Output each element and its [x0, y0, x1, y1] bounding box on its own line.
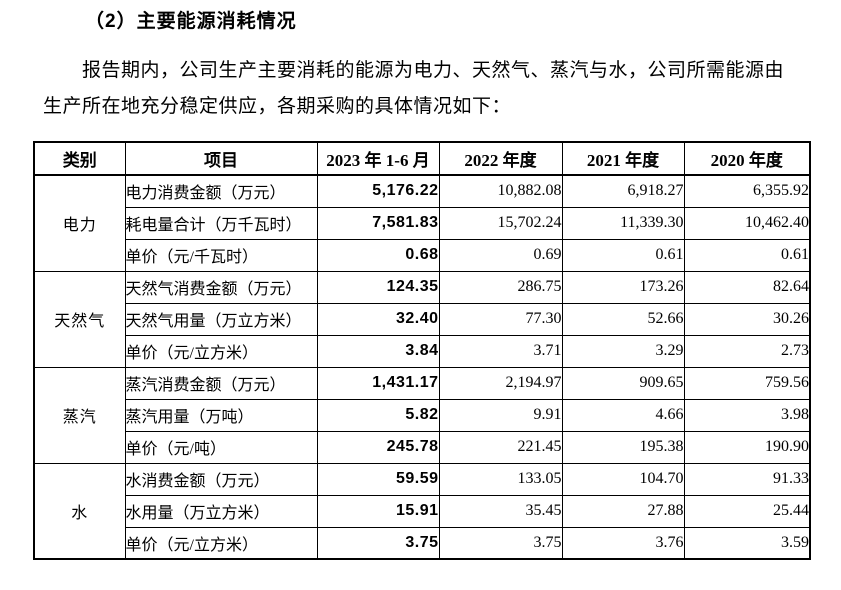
value-2020: 6,355.92	[683, 174, 811, 208]
value-2022: 2,194.97	[438, 366, 563, 400]
value-2020: 10,462.40	[683, 206, 811, 240]
value-2021: 4.66	[561, 398, 685, 432]
table-row: 电力 电力消费金额（万元） 5,176.22 10,882.08 6,918.2…	[33, 174, 811, 272]
value-2022: 286.75	[438, 270, 563, 304]
value-2021: 195.38	[561, 430, 685, 464]
value-2020: 82.64	[683, 270, 811, 304]
value-2020: 3.59	[683, 526, 811, 560]
paragraph-line-1: 报告期内，公司生产主要消耗的能源为电力、天然气、蒸汽与水，公司所需能源由	[82, 60, 785, 81]
value-2023: 0.68	[316, 238, 440, 272]
col-header-2023h1: 2023 年 1-6 月	[316, 141, 440, 176]
item-label: 蒸汽用量（万吨）	[124, 398, 318, 432]
value-2022: 9.91	[438, 398, 563, 432]
value-2021: 11,339.30	[561, 206, 685, 240]
value-2021: 173.26	[561, 270, 685, 304]
value-2023: 7,581.83	[316, 206, 440, 240]
value-2020: 3.98	[683, 398, 811, 432]
value-2023: 5.82	[316, 398, 440, 432]
item-label: 单价（元/千瓦时）	[124, 238, 318, 272]
col-header-2020: 2020 年度	[683, 141, 811, 176]
value-2020: 91.33	[683, 462, 811, 496]
value-2022: 77.30	[438, 302, 563, 336]
table-row: 单价（元/立方米） 3.84 3.71 3.29 2.73	[34, 334, 811, 368]
item-label: 水消费金额（万元）	[124, 462, 318, 496]
table-row: 单价（元/吨） 245.78 221.45 195.38 190.90	[34, 430, 811, 464]
item-label: 水用量（万立方米）	[124, 494, 318, 528]
value-2022: 3.71	[438, 334, 563, 368]
value-2021: 104.70	[561, 462, 685, 496]
intro-paragraph: 报告期内，公司生产主要消耗的能源为电力、天然气、蒸汽与水，公司所需能源由 生产所…	[43, 53, 823, 125]
item-label: 单价（元/立方米）	[124, 526, 318, 560]
value-2020: 0.61	[683, 238, 811, 272]
table-row: 天然气用量（万立方米） 32.40 77.30 52.66 30.26	[34, 302, 811, 336]
item-label: 耗电量合计（万千瓦时）	[124, 206, 318, 240]
section-title: （2）主要能源消耗情况	[85, 11, 297, 32]
col-header-category: 类别	[33, 141, 126, 176]
value-2023: 3.84	[316, 334, 440, 368]
value-2020: 190.90	[683, 430, 811, 464]
category-cell-steam: 蒸汽	[33, 366, 126, 464]
value-2022: 221.45	[438, 430, 563, 464]
table-row: 蒸汽 蒸汽消费金额（万元） 1,431.17 2,194.97 909.65 7…	[33, 366, 811, 464]
table-row: 水 水消费金额（万元） 59.59 133.05 104.70 91.33	[33, 462, 811, 560]
item-label: 天然气用量（万立方米）	[124, 302, 318, 336]
value-2021: 27.88	[561, 494, 685, 528]
category-cell-electricity: 电力	[33, 174, 126, 272]
value-2021: 3.76	[561, 526, 685, 560]
table-row: 单价（元/千瓦时） 0.68 0.69 0.61 0.61	[34, 238, 811, 272]
value-2022: 10,882.08	[438, 174, 563, 208]
value-2020: 2.73	[683, 334, 811, 368]
table-row: 水用量（万立方米） 15.91 35.45 27.88 25.44	[34, 494, 811, 528]
value-2023: 124.35	[316, 270, 440, 304]
value-2020: 25.44	[683, 494, 811, 528]
table-header-row: 类别 项目 2023 年 1-6 月 2022 年度 2021 年度 2020 …	[33, 141, 811, 176]
item-label: 单价（元/吨）	[124, 430, 318, 464]
value-2022: 35.45	[438, 494, 563, 528]
value-2020: 759.56	[683, 366, 811, 400]
value-2023: 32.40	[316, 302, 440, 336]
value-2022: 15,702.24	[438, 206, 563, 240]
value-2021: 909.65	[561, 366, 685, 400]
value-2020: 30.26	[683, 302, 811, 336]
value-2021: 0.61	[561, 238, 685, 272]
col-header-2022: 2022 年度	[438, 141, 563, 176]
item-label: 蒸汽消费金额（万元）	[124, 366, 318, 400]
value-2023: 59.59	[316, 462, 440, 496]
category-cell-water: 水	[33, 462, 126, 560]
value-2022: 0.69	[438, 238, 563, 272]
value-2023: 5,176.22	[316, 174, 440, 208]
value-2023: 1,431.17	[316, 366, 440, 400]
value-2021: 3.29	[561, 334, 685, 368]
table-row: 蒸汽用量（万吨） 5.82 9.91 4.66 3.98	[34, 398, 811, 432]
value-2022: 133.05	[438, 462, 563, 496]
col-header-item: 项目	[124, 141, 318, 176]
value-2023: 3.75	[316, 526, 440, 560]
value-2022: 3.75	[438, 526, 563, 560]
category-cell-natural-gas: 天然气	[33, 270, 126, 368]
value-2023: 15.91	[316, 494, 440, 528]
table-row: 耗电量合计（万千瓦时） 7,581.83 15,702.24 11,339.30…	[34, 206, 811, 240]
value-2021: 6,918.27	[561, 174, 685, 208]
item-label: 单价（元/立方米）	[124, 334, 318, 368]
col-header-2021: 2021 年度	[561, 141, 685, 176]
table-row: 天然气 天然气消费金额（万元） 124.35 286.75 173.26 82.…	[33, 270, 811, 368]
value-2021: 52.66	[561, 302, 685, 336]
value-2023: 245.78	[316, 430, 440, 464]
paragraph-line-2: 生产所在地充分稳定供应，各期采购的具体情况如下：	[43, 96, 512, 117]
item-label: 天然气消费金额（万元）	[124, 270, 318, 304]
item-label: 电力消费金额（万元）	[124, 174, 318, 208]
energy-consumption-table: 类别 项目 2023 年 1-6 月 2022 年度 2021 年度 2020 …	[33, 141, 811, 560]
table-row: 单价（元/立方米） 3.75 3.75 3.76 3.59	[34, 526, 811, 560]
